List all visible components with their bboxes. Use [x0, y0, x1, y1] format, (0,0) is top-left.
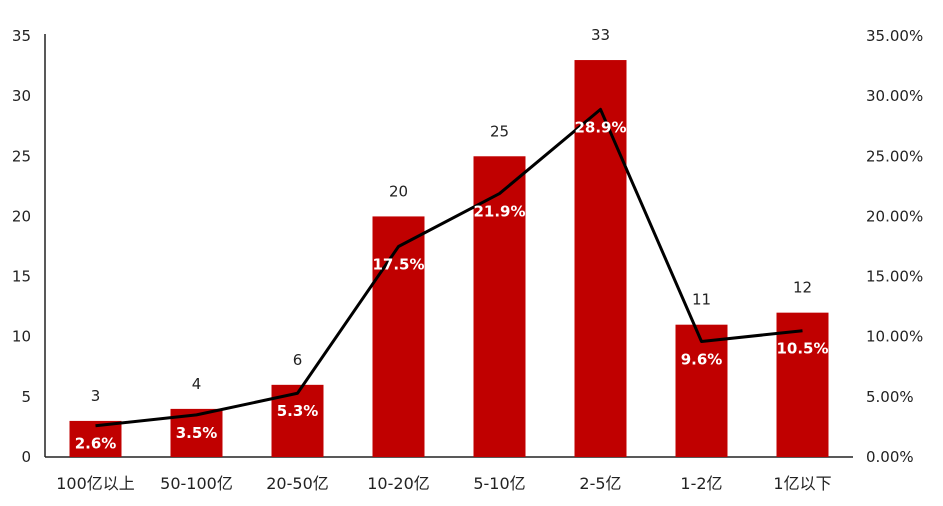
percentage-label: 10.5% [776, 340, 828, 358]
axes: 0 5 10 15 20 25 30 35 0.00% 5.00% 10.00% 15.00% 20.0… [12, 27, 923, 493]
bar [776, 312, 829, 457]
y-right-tick-label: 25.00% [866, 147, 923, 165]
y-right-tick-label: 15.00% [866, 268, 923, 286]
percentage-label: 28.9% [574, 118, 626, 136]
y-left-tick-label: 30 [12, 87, 31, 105]
data-labels: 3 4 6 20 25 33 11 12 2.6% 3.5% 5.3% 17.5% 21.9% 28.9%… [75, 26, 829, 453]
percentage-label: 2.6% [75, 435, 117, 453]
y-right-tick-label: 20.00% [866, 207, 923, 225]
bar [372, 216, 425, 457]
percentage-line [95, 107, 803, 428]
y-left-tick-label: 5 [21, 388, 31, 406]
x-tick-label: 1-2亿 [680, 474, 722, 493]
percentage-label: 21.9% [473, 203, 525, 221]
y-left-tick-label: 35 [12, 27, 31, 45]
x-tick-label: 20-50亿 [266, 474, 329, 493]
y-left-tick-label: 20 [12, 207, 31, 225]
y-right-tick-label: 30.00% [866, 87, 923, 105]
bar-value-label: 4 [192, 375, 202, 393]
y-right-tick-label: 5.00% [866, 388, 914, 406]
x-tick-label: 2-5亿 [579, 474, 621, 493]
y-left-tick-label: 0 [21, 448, 31, 466]
bar-value-label: 12 [793, 279, 812, 297]
percentage-label: 17.5% [372, 256, 424, 274]
percentage-label: 3.5% [176, 424, 218, 442]
percentage-label: 5.3% [277, 402, 319, 420]
percentage-label: 9.6% [681, 351, 723, 369]
x-tick-label: 1亿以下 [773, 474, 831, 493]
bar-value-label: 33 [591, 26, 610, 44]
bar-value-label: 25 [490, 122, 509, 140]
bar-series [69, 60, 829, 458]
y-left-tick-label: 25 [12, 147, 31, 165]
x-tick-label: 10-20亿 [367, 474, 430, 493]
y-right-tick-label: 35.00% [866, 27, 923, 45]
bar [69, 420, 122, 457]
y-right-tick-label: 10.00% [866, 328, 923, 346]
y-left-tick-label: 10 [12, 328, 31, 346]
bar-value-label: 11 [692, 291, 711, 309]
y-right-tick-label: 0.00% [866, 448, 914, 466]
x-tick-label: 50-100亿 [160, 474, 233, 493]
bar-value-label: 6 [293, 351, 303, 369]
bar [574, 60, 627, 458]
y-left-tick-label: 15 [12, 268, 31, 286]
bar [675, 324, 728, 457]
line-series [95, 107, 803, 428]
bar [473, 156, 526, 458]
bar-value-label: 3 [91, 387, 101, 405]
x-tick-label: 5-10亿 [473, 474, 525, 493]
bar-value-label: 20 [389, 182, 408, 200]
x-tick-label: 100亿以上 [56, 474, 135, 493]
